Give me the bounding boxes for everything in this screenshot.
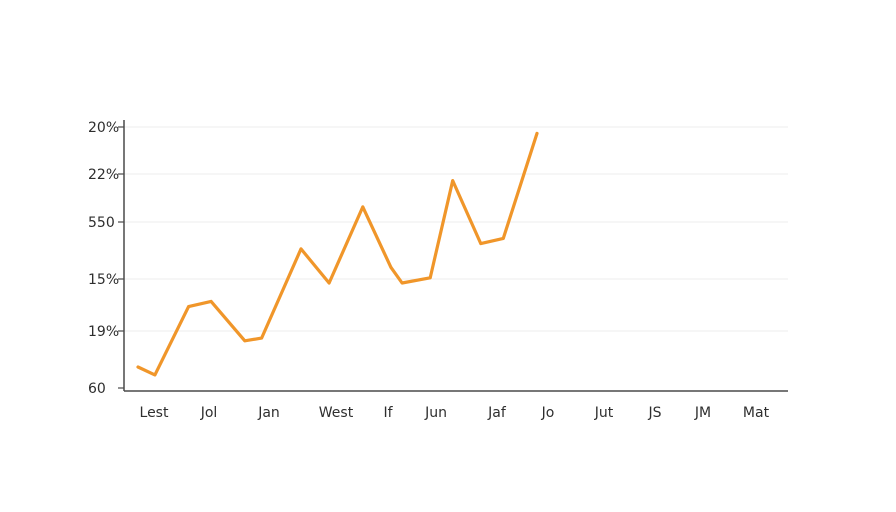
series-point: [260, 336, 263, 340]
y-tick-label: 550: [88, 215, 115, 231]
series-line: [136, 131, 539, 377]
y-tick-label: 22%: [88, 167, 119, 183]
series-point: [451, 179, 455, 183]
series-layer: [136, 131, 539, 377]
series-point: [361, 205, 365, 209]
series-point: [153, 373, 157, 377]
x-tick-label: Jol: [200, 405, 218, 421]
y-tick-label: 15%: [88, 272, 119, 288]
axes: [123, 120, 788, 392]
x-axis-tick-labels: Lest Jol Jan West If Jun Jaf Jo Jut JS JM Mat: [140, 405, 770, 421]
x-tick-label: Lest: [140, 405, 169, 421]
series-point: [136, 365, 140, 369]
x-tick-label: Jaf: [487, 405, 507, 421]
grid-lines: [124, 126, 788, 332]
x-tick-label: Mat: [743, 405, 770, 421]
x-tick-label: Jun: [424, 405, 447, 421]
y-tick-label: 60: [88, 381, 106, 397]
series-point: [479, 242, 483, 246]
x-tick-label: West: [319, 405, 354, 421]
series-point: [187, 305, 191, 308]
x-tick-label: Jut: [594, 405, 614, 421]
series-point: [299, 247, 303, 251]
x-tick-label: If: [383, 405, 393, 421]
series-point: [243, 339, 247, 343]
series-point: [428, 276, 432, 280]
series-point: [327, 281, 331, 285]
series-point: [209, 300, 213, 303]
x-tick-label: JM: [694, 405, 711, 421]
series-point: [535, 132, 539, 135]
x-tick-label: Jan: [257, 405, 280, 421]
x-tick-label: JS: [647, 405, 661, 421]
y-tick-label: 20%: [88, 120, 119, 136]
series-point: [389, 265, 393, 269]
series-point: [400, 281, 404, 285]
x-tick-label: Jo: [541, 405, 555, 421]
y-axis-tick-labels: 20% 22% 550 15% 19% 60: [88, 120, 124, 397]
series-point: [501, 237, 505, 240]
y-tick-label: 19%: [88, 324, 119, 340]
